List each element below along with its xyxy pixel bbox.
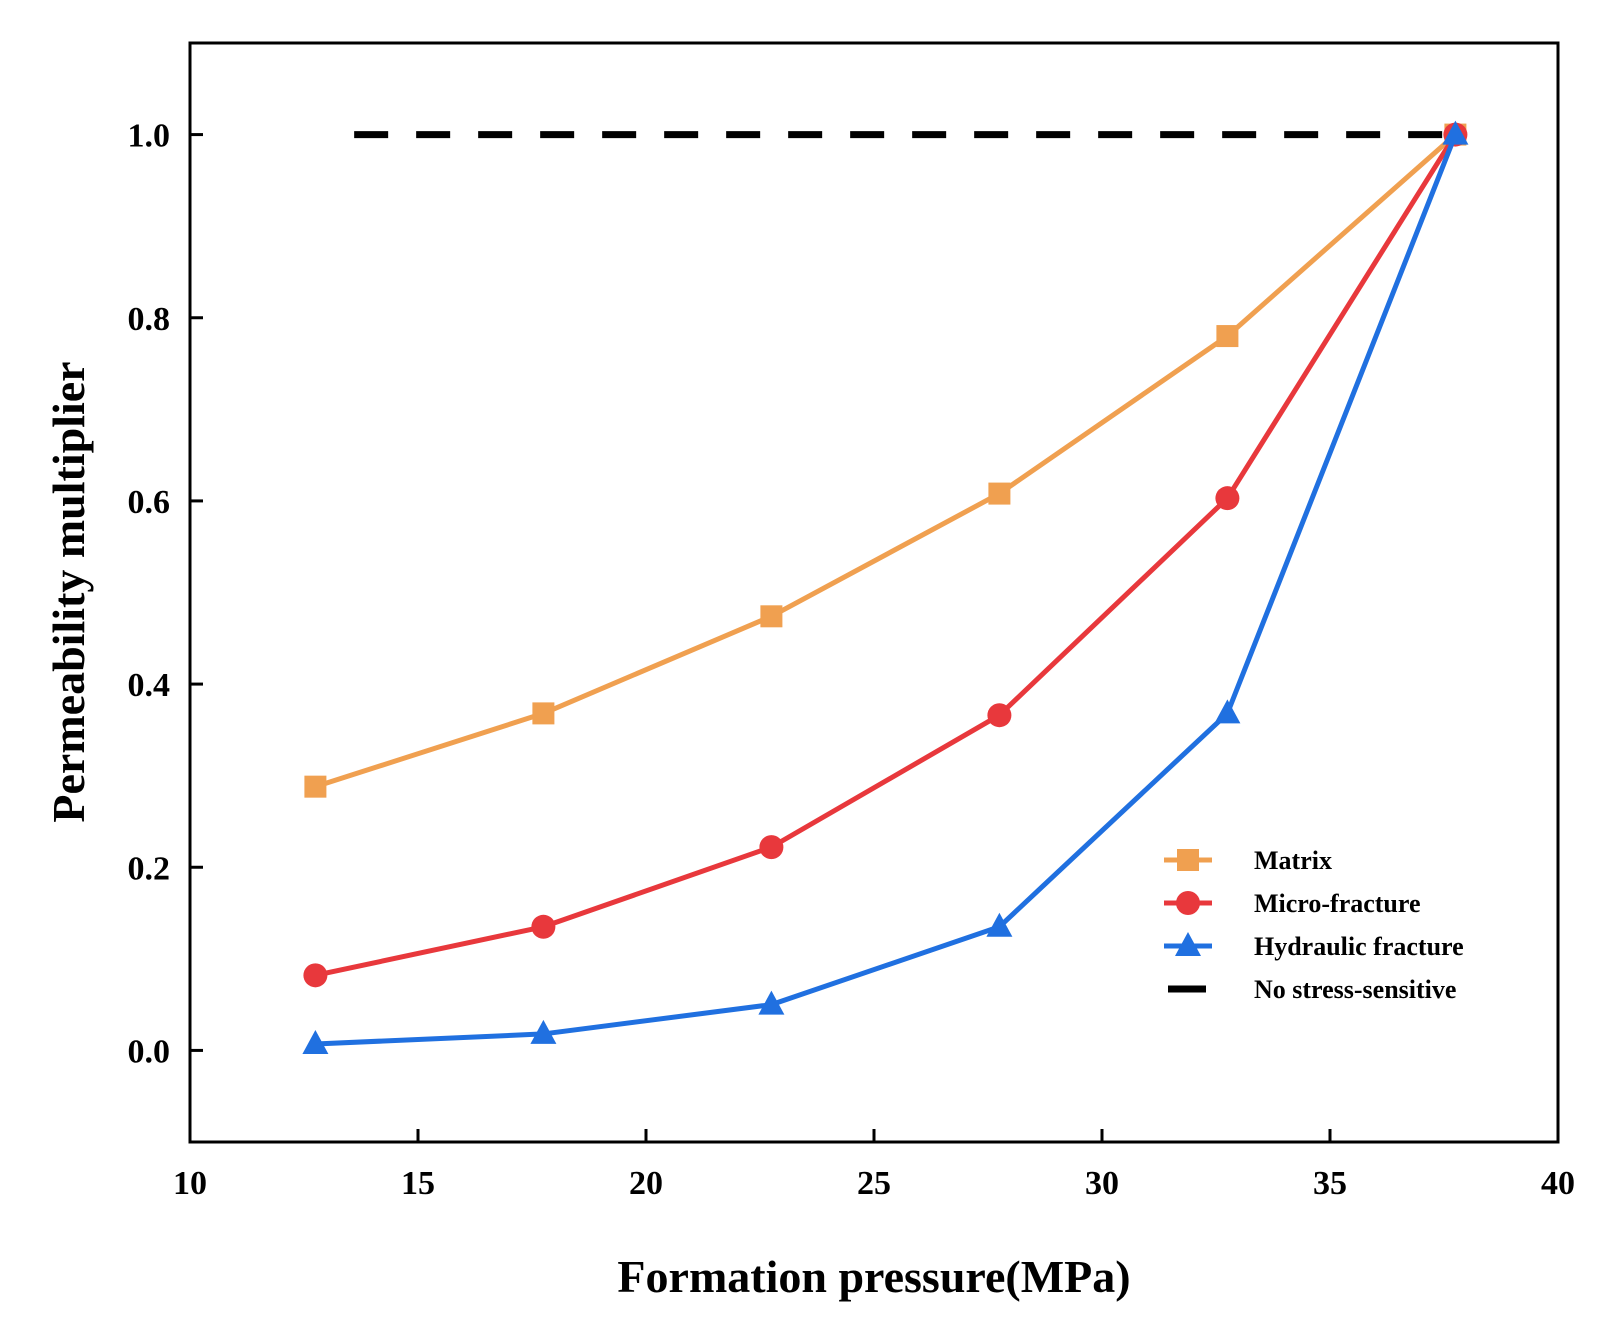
legend-item-matrix: Matrix [1164, 846, 1332, 875]
data-point-hydraulic-fracture [530, 1019, 557, 1044]
data-point-matrix [532, 702, 555, 725]
x-tick-label: 20 [629, 1165, 663, 1202]
data-point-micro-fracture [1215, 486, 1240, 511]
legend-label: No stress-sensitive [1254, 975, 1456, 1004]
data-point-hydraulic-fracture [1214, 699, 1241, 724]
x-tick-label: 10 [173, 1165, 207, 1202]
series-micro-fracture [303, 122, 1468, 988]
data-point-matrix [304, 775, 327, 798]
x-tick-label: 15 [401, 1165, 435, 1202]
y-tick-label: 0.8 [128, 301, 171, 338]
y-axis-ticks: 0.0 0.2 0.4 0.6 0.8 1.0 [128, 118, 203, 1070]
legend-swatch-marker [1175, 932, 1201, 956]
x-axis-ticks: 10 15 20 25 30 35 40 [173, 1129, 1575, 1202]
legend-swatch-marker [1176, 891, 1200, 915]
legend-item-hydraulic-fracture: Hydraulic fracture [1164, 932, 1464, 961]
data-point-hydraulic-fracture [758, 990, 785, 1015]
data-point-matrix [760, 605, 783, 628]
x-tick-label: 35 [1313, 1165, 1347, 1202]
data-point-hydraulic-fracture [302, 1030, 329, 1055]
legend-item-no-stress-sensitive: No stress-sensitive [1168, 975, 1456, 1004]
data-point-micro-fracture [531, 914, 556, 939]
series-hydraulic-fracture [302, 120, 1469, 1055]
series-line-hydraulic-fracture [315, 133, 1458, 1047]
x-tick-label: 30 [1085, 1165, 1119, 1202]
y-tick-label: 1.0 [128, 118, 171, 155]
legend-item-micro-fracture: Micro-fracture [1164, 889, 1421, 918]
data-point-micro-fracture [987, 703, 1012, 728]
y-tick-label: 0.2 [128, 850, 171, 887]
legend-label: Matrix [1254, 846, 1332, 875]
data-point-micro-fracture [759, 835, 784, 860]
y-tick-label: 0.4 [128, 667, 171, 704]
series-matrix [304, 123, 1467, 798]
series-layer [302, 120, 1469, 1055]
y-tick-label: 0.6 [128, 484, 171, 521]
series-line-micro-fracture [314, 133, 1458, 978]
legend-label: Hydraulic fracture [1254, 932, 1464, 961]
data-point-matrix [1216, 325, 1239, 348]
x-tick-label: 40 [1541, 1165, 1575, 1202]
legend: Matrix Micro-fracture Hydraulic fracture No… [1164, 846, 1464, 1004]
series-line-matrix [314, 132, 1458, 790]
x-tick-label: 25 [857, 1165, 891, 1202]
data-point-micro-fracture [303, 963, 328, 988]
y-tick-label: 0.0 [128, 1033, 171, 1070]
legend-swatch-marker [1177, 849, 1199, 871]
y-axis-title: Permeability multiplier [43, 361, 94, 822]
data-point-matrix [988, 482, 1011, 505]
x-axis-title: Formation pressure(MPa) [617, 1251, 1130, 1302]
data-point-hydraulic-fracture [986, 912, 1013, 937]
legend-label: Micro-fracture [1254, 889, 1421, 918]
data-point-hydraulic-fracture [1442, 120, 1469, 145]
